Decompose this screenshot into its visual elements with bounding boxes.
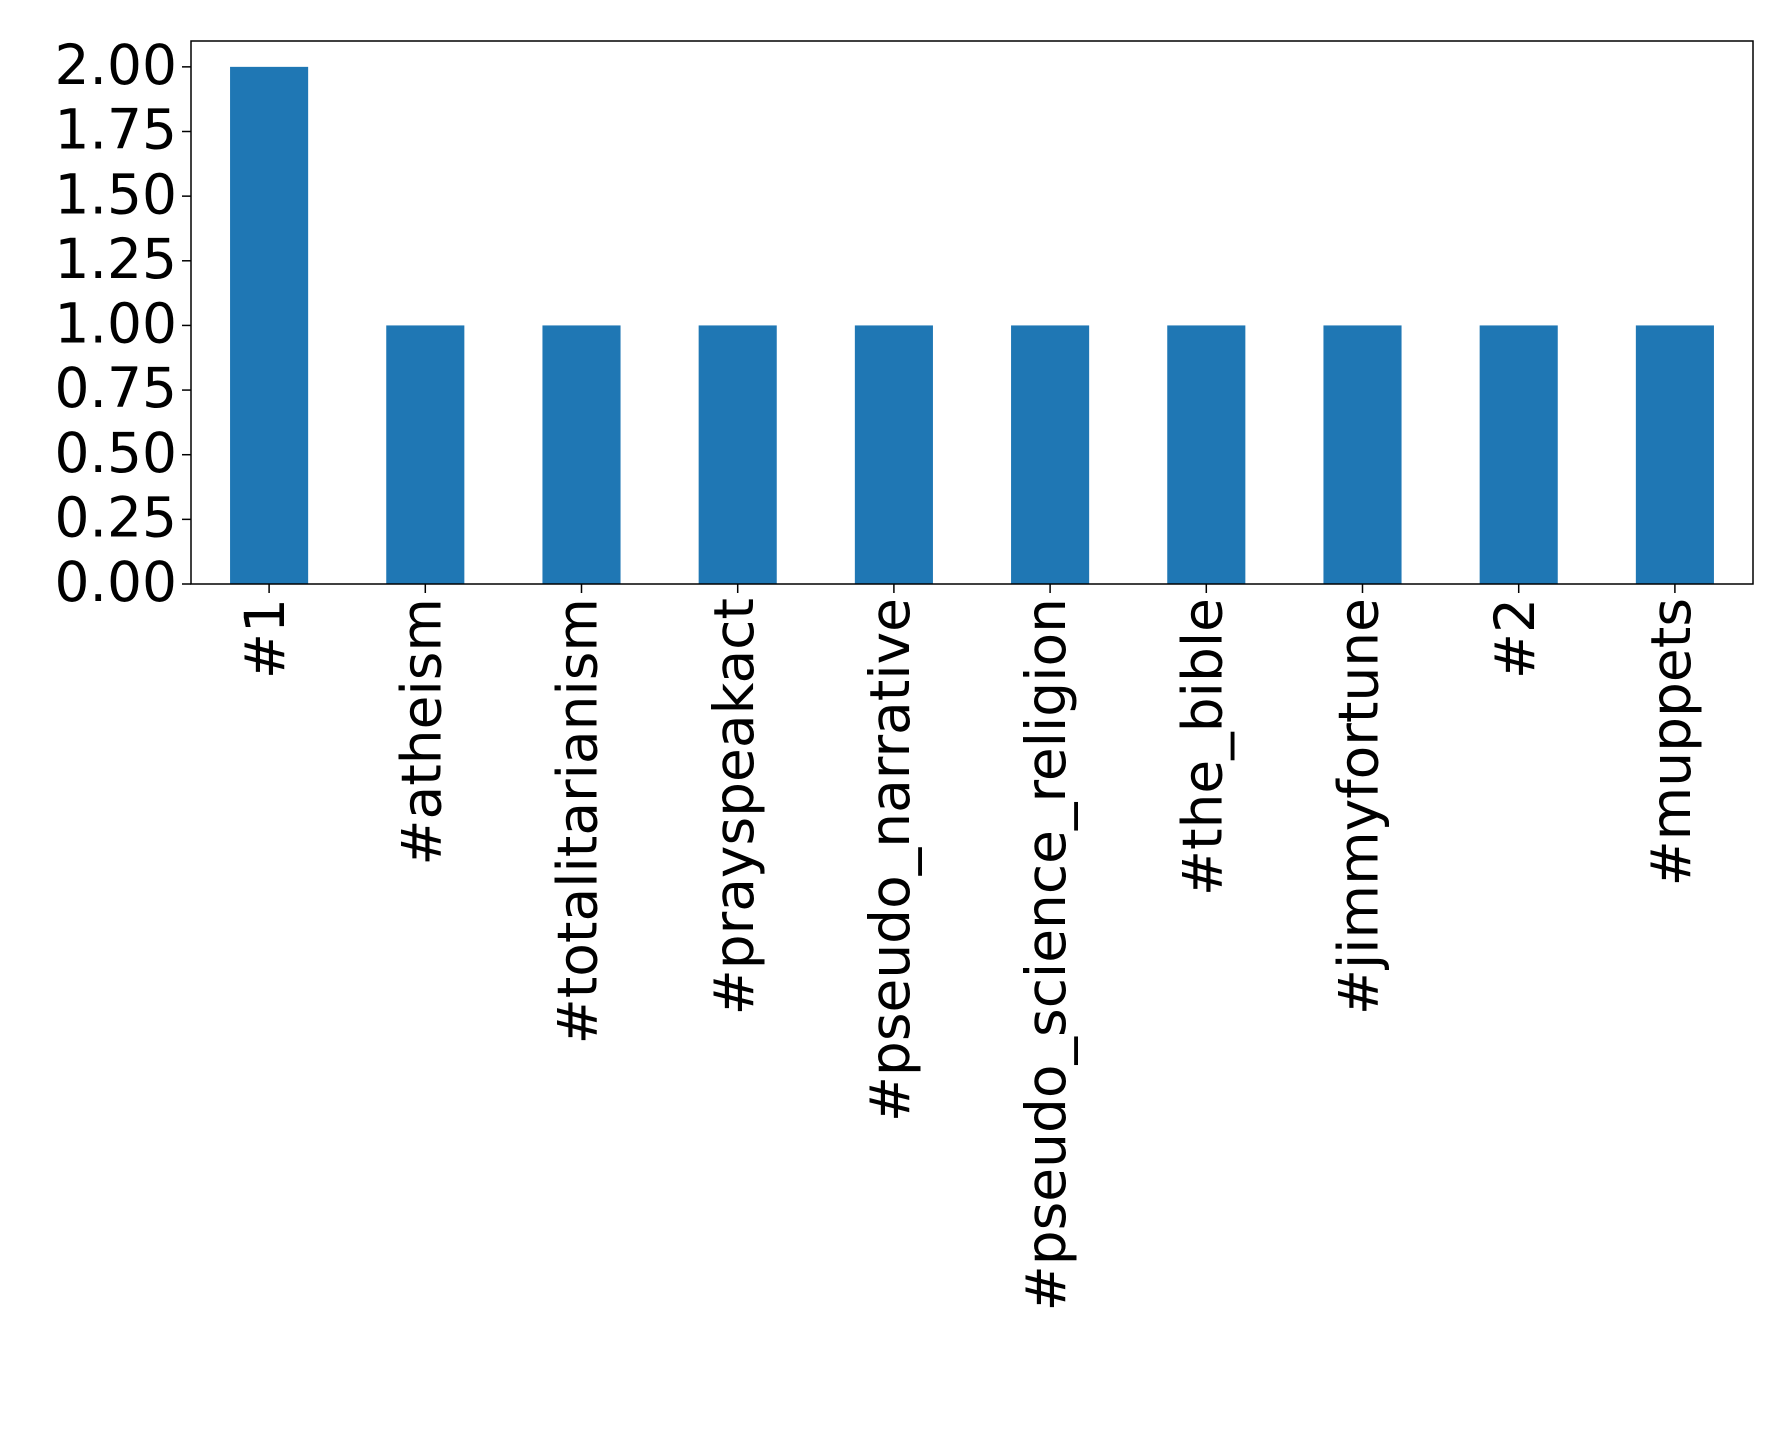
y-tick-label: 0.75 bbox=[55, 356, 177, 420]
x-tick-label: #jimmyfortune bbox=[1327, 598, 1391, 1015]
y-tick-label: 1.75 bbox=[55, 98, 177, 162]
bar bbox=[1479, 325, 1558, 584]
x-tick-label: #totalitarianism bbox=[546, 598, 610, 1044]
bar bbox=[854, 325, 933, 584]
y-tick-label: 2.00 bbox=[55, 33, 177, 97]
bar bbox=[698, 325, 777, 584]
y-tick-label: 1.50 bbox=[55, 162, 177, 226]
y-tick-label: 1.00 bbox=[55, 292, 177, 356]
bar bbox=[1323, 325, 1402, 584]
x-tick-label: #pseudo_narrative bbox=[858, 598, 922, 1122]
x-tick-label: #2 bbox=[1483, 598, 1547, 679]
bar bbox=[386, 325, 465, 584]
bar bbox=[542, 325, 621, 584]
x-tick-label: #pseudo_science_religion bbox=[1014, 598, 1078, 1311]
x-tick-label: #prayspeakact bbox=[702, 598, 766, 1015]
y-tick-label: 0.00 bbox=[55, 550, 177, 614]
x-tick-label: #1 bbox=[233, 598, 297, 679]
x-tick-label: #atheism bbox=[389, 598, 453, 866]
x-tick-label: #the_bible bbox=[1170, 598, 1234, 896]
bar bbox=[1011, 325, 1090, 584]
x-tick-label: #muppets bbox=[1639, 598, 1703, 886]
y-tick-label: 0.50 bbox=[55, 421, 177, 485]
plot-frame bbox=[190, 40, 1754, 585]
bar bbox=[1167, 325, 1246, 584]
y-tick-label: 0.25 bbox=[55, 485, 177, 549]
bar bbox=[1635, 325, 1714, 584]
bar bbox=[230, 66, 309, 585]
y-tick-label: 1.25 bbox=[55, 227, 177, 291]
